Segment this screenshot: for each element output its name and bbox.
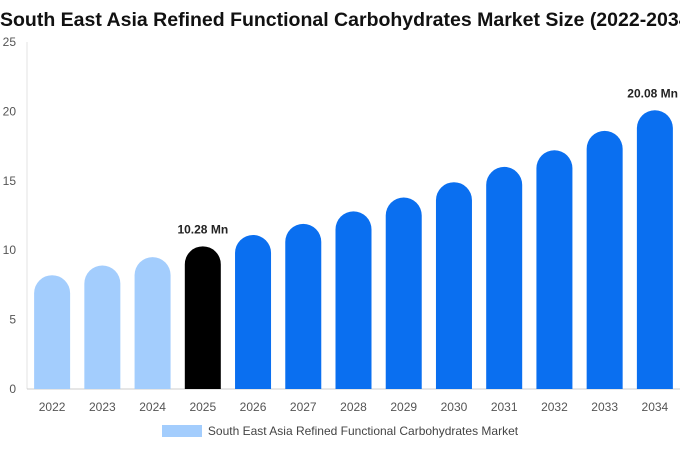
- legend: South East Asia Refined Functional Carbo…: [0, 424, 680, 438]
- bar-2026: [235, 234, 272, 389]
- bar-2022: [34, 275, 71, 389]
- y-tick-label: 25: [3, 35, 17, 49]
- x-tick-label: 2024: [139, 400, 166, 414]
- y-tick-label: 15: [3, 174, 17, 188]
- x-tick-label: 2023: [89, 400, 116, 414]
- bar-2028: [335, 211, 372, 389]
- bar-2029: [385, 197, 422, 389]
- x-tick-label: 2026: [240, 400, 267, 414]
- bar-2024: [134, 257, 171, 389]
- x-tick-label: 2034: [642, 400, 669, 414]
- x-tick-label: 2031: [491, 400, 518, 414]
- y-tick-label: 5: [9, 313, 16, 327]
- bar-2033: [586, 130, 623, 389]
- legend-label: South East Asia Refined Functional Carbo…: [207, 424, 519, 438]
- y-tick-label: 10: [3, 243, 17, 257]
- legend-swatch: [161, 425, 202, 437]
- x-tick-label: 2025: [189, 400, 216, 414]
- x-tick-label: 2032: [541, 400, 568, 414]
- bar-2030: [435, 182, 472, 389]
- bar-2031: [486, 166, 523, 389]
- y-tick-label: 20: [3, 104, 17, 118]
- x-tick-label: 2030: [441, 400, 468, 414]
- bar-2027: [285, 223, 322, 389]
- x-tick-label: 2022: [39, 400, 66, 414]
- y-tick-label: 0: [9, 382, 16, 396]
- data-label: 20.08 Mn: [627, 86, 678, 100]
- x-tick-label: 2028: [340, 400, 367, 414]
- x-tick-label: 2033: [591, 400, 618, 414]
- chart-title: South East Asia Refined Functional Carbo…: [0, 9, 680, 31]
- bar-2023: [84, 265, 121, 389]
- bar-2032: [536, 150, 573, 389]
- data-label: 10.28 Mn: [177, 222, 228, 236]
- x-tick-label: 2027: [290, 400, 317, 414]
- bar-2034: [636, 110, 673, 389]
- x-tick-label: 2029: [390, 400, 417, 414]
- bar-2025: [184, 246, 221, 389]
